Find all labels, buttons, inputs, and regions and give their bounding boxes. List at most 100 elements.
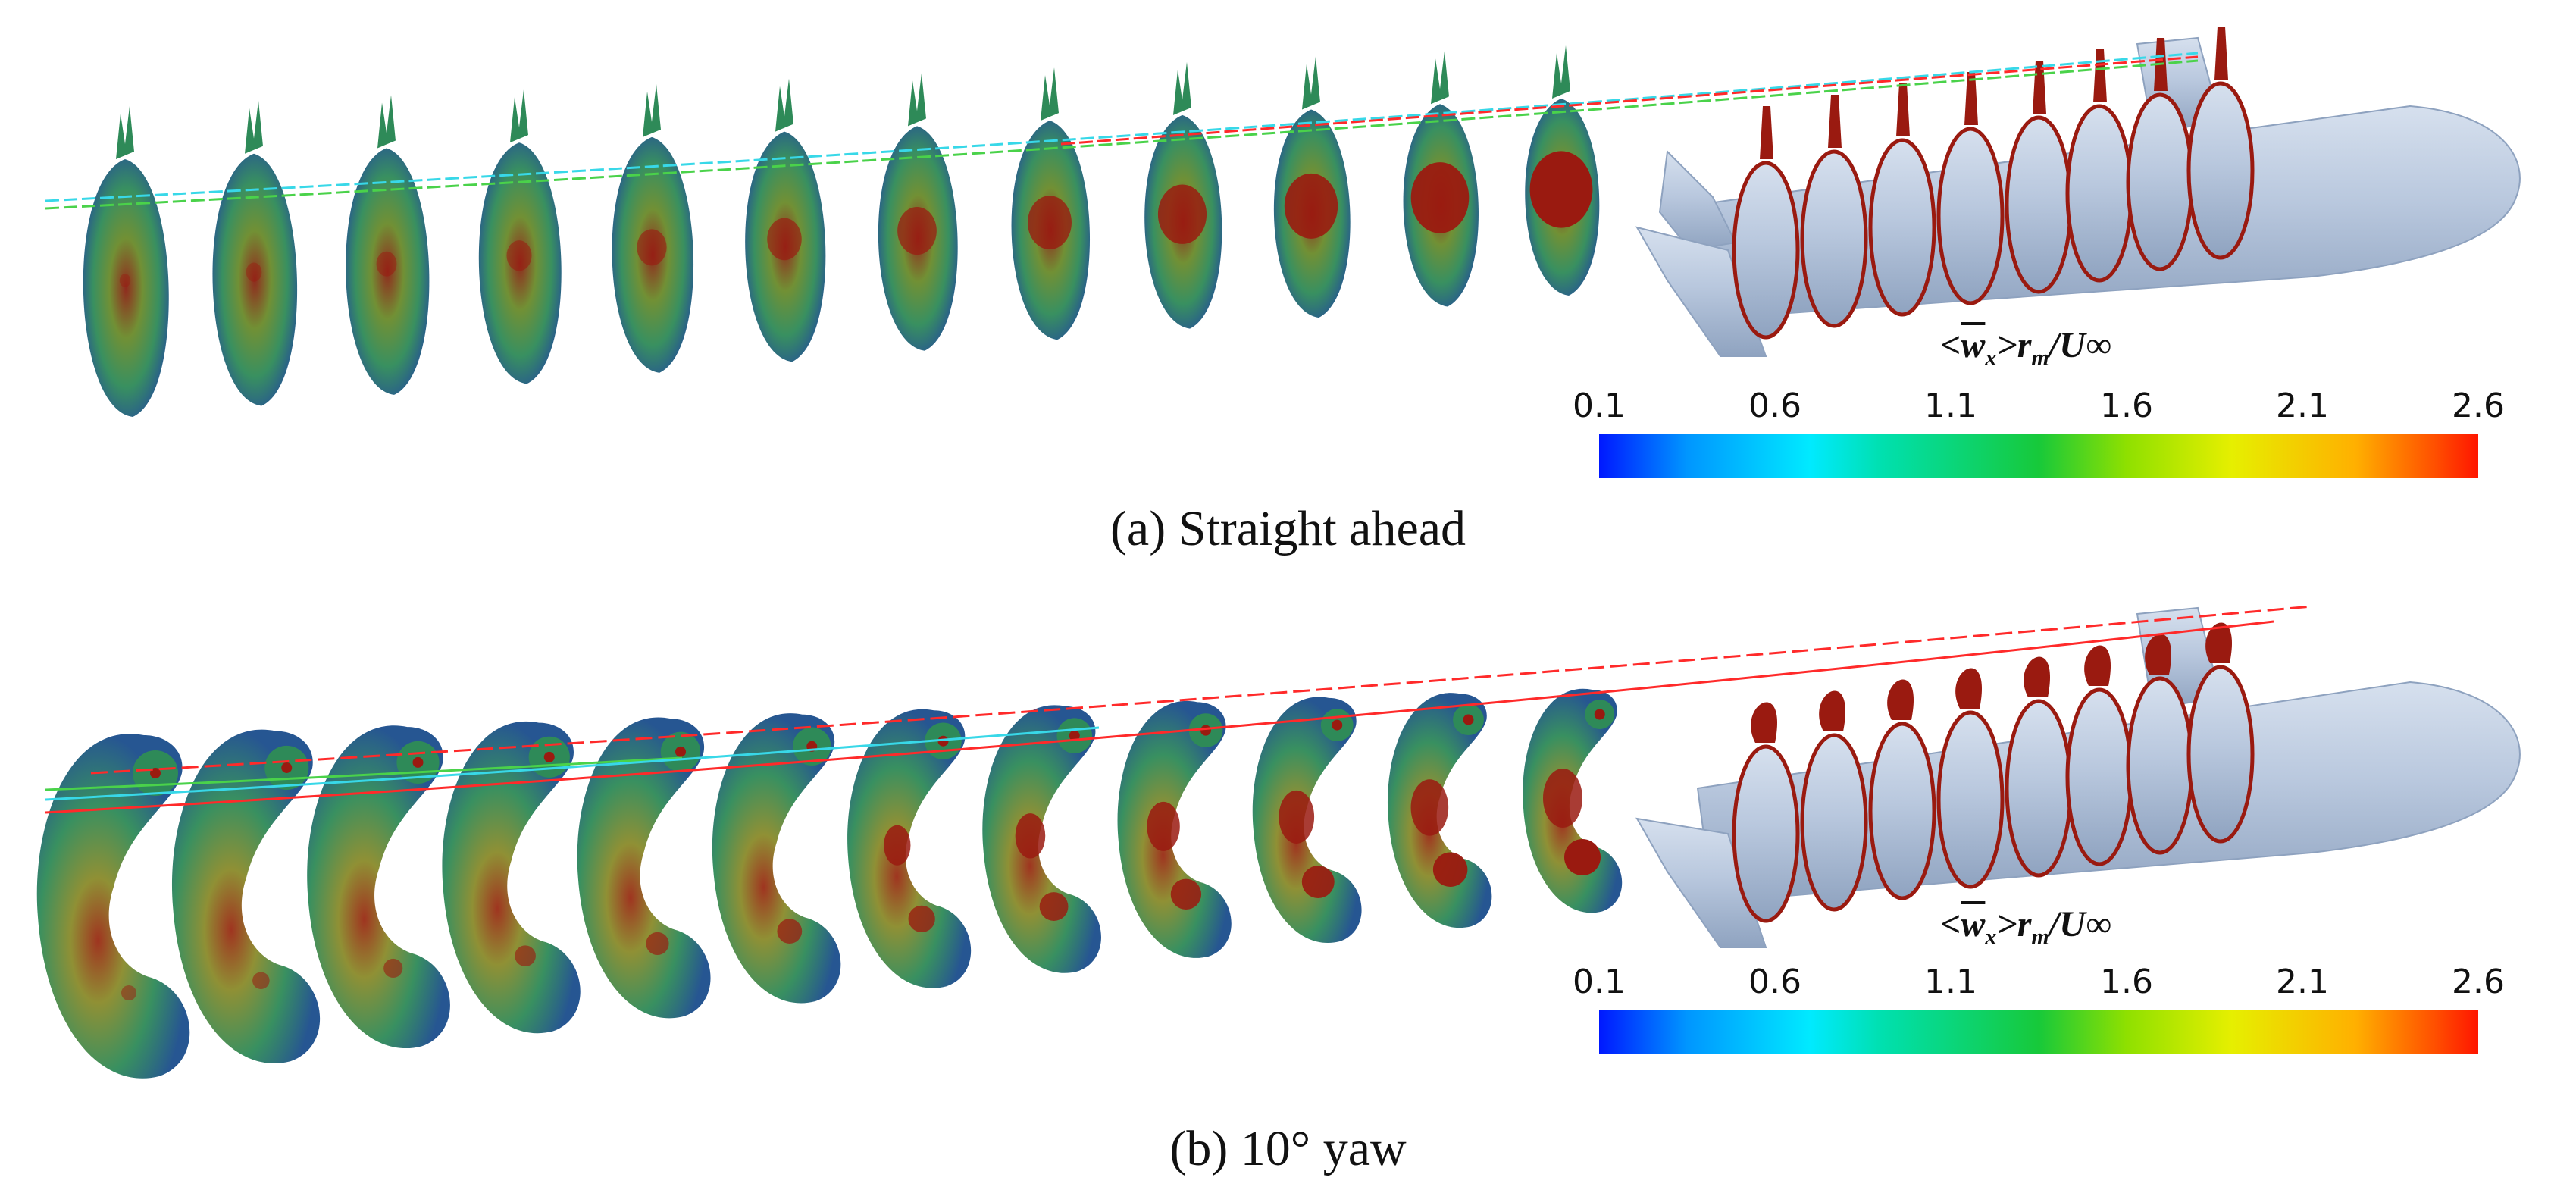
label-sub: x	[1985, 924, 1997, 950]
slice-fin	[1302, 56, 1320, 110]
slice-body	[83, 159, 169, 417]
slice-core	[767, 218, 802, 261]
label-suffix: >r	[1996, 325, 2032, 365]
wake-slice	[1403, 51, 1479, 307]
colorbar-label-a: <wx>rm/U∞	[1940, 324, 2111, 371]
hull-slice-fin	[1887, 679, 1914, 720]
hull-slice-ring	[2065, 104, 2133, 283]
hull-slice-ring	[1732, 744, 1800, 923]
vortex-core	[937, 735, 949, 747]
vortex-core	[1432, 852, 1468, 887]
colorbar-gradient	[1599, 434, 2478, 478]
label-prefix: <	[1940, 904, 1961, 944]
wake-slice	[1117, 700, 1232, 958]
vortex-tracks	[45, 52, 2199, 210]
slice-body	[171, 729, 321, 1063]
slice-body	[982, 705, 1101, 973]
vortex-tracks	[45, 605, 2312, 814]
wake-slice	[1144, 61, 1222, 329]
hull-slice-fin	[1955, 668, 1982, 709]
hull-slice-ring	[2005, 699, 2073, 878]
vortex-core	[1301, 866, 1335, 898]
label-tail: /U∞	[2049, 325, 2111, 365]
hull-slice-fin	[1964, 72, 1978, 125]
wake-slice	[1252, 697, 1362, 944]
hull-slice-ring	[1732, 161, 1800, 340]
vortex-core	[1069, 730, 1080, 741]
hull-slice-ring	[1800, 149, 1868, 328]
slice-core	[1543, 769, 1582, 828]
slice-core	[1028, 196, 1072, 250]
wake-slice	[346, 95, 430, 395]
label-suffix: >r	[1996, 904, 2032, 944]
slice-body	[1117, 700, 1232, 958]
colorbar-b: 0.1 0.6 1.1 1.6 2.1 2.6	[1573, 963, 2505, 1061]
colorbar-gradient	[1599, 1010, 2478, 1054]
stern-fin	[1635, 226, 1767, 357]
vortex-core	[1463, 714, 1474, 725]
colorbar-tick: 1.1	[1924, 963, 1977, 1001]
wake-slice	[1525, 45, 1600, 296]
hull-slice-ring	[2186, 81, 2255, 260]
slice-core	[506, 240, 532, 271]
wake-slice	[1387, 693, 1492, 928]
track-line	[45, 756, 683, 791]
hull-slice-fin	[1760, 106, 1773, 159]
colorbar-tick: 1.6	[2100, 963, 2153, 1001]
slice-fin	[116, 106, 134, 159]
wake-slice	[577, 717, 711, 1019]
label-sub2: m	[2031, 924, 2049, 950]
slice-fin	[1041, 67, 1059, 121]
slice-body	[712, 713, 841, 1004]
slice-body	[577, 717, 711, 1019]
vortex-core	[252, 972, 270, 989]
slice-fin	[1431, 51, 1449, 105]
colorbar-tick: 2.1	[2276, 963, 2329, 1001]
hull-slice-fin	[1751, 702, 1777, 743]
slice-core	[1147, 801, 1180, 851]
slice-core	[884, 825, 911, 866]
colorbar-tick: 2.6	[2452, 387, 2505, 425]
vortex-core	[543, 751, 555, 762]
wake-slice	[745, 78, 826, 362]
track-line	[1060, 55, 2199, 146]
wake-slices-group	[36, 688, 1623, 1079]
colorbar-tick: 0.6	[1748, 387, 1801, 425]
vortex-core	[777, 919, 803, 944]
vortex-core	[646, 932, 669, 955]
slice-fin	[1552, 45, 1570, 99]
wake-slice	[83, 106, 169, 417]
submarine-hull	[1635, 27, 2521, 357]
slice-core	[637, 229, 667, 266]
slice-fin	[908, 73, 926, 127]
track-line	[45, 52, 2199, 202]
track-line	[45, 726, 1100, 801]
vortex-core	[121, 985, 136, 1000]
vortex-core	[1594, 709, 1605, 720]
wake-slice	[1273, 56, 1351, 318]
slice-body	[847, 709, 972, 988]
label-prefix: <	[1940, 325, 1961, 365]
slice-core	[1410, 162, 1470, 233]
hull-slice-ring	[1936, 710, 2005, 889]
vortex-core	[412, 756, 424, 768]
submarine-hull	[1635, 606, 2521, 948]
hull-slice-ring	[1868, 138, 1936, 317]
wake-slice	[878, 73, 958, 351]
colorbar-tick: 0.1	[1573, 963, 1626, 1001]
hull-slice-ring	[2126, 92, 2194, 271]
hull-slice-ring	[2126, 676, 2194, 855]
slice-body	[36, 734, 190, 1079]
hull-slice-fin	[2205, 622, 2232, 663]
track-line	[45, 59, 2199, 210]
vortex-core	[1200, 725, 1211, 736]
vortex-core	[1039, 892, 1069, 921]
slice-core	[1279, 790, 1315, 844]
slice-core	[1157, 184, 1207, 244]
label-tail: /U∞	[2049, 904, 2111, 944]
colorbar-tick: 2.1	[2276, 387, 2329, 425]
hull-slice-ring	[2186, 665, 2255, 844]
hull-slice-fin	[2084, 645, 2111, 686]
hull-slice-ring	[2005, 115, 2073, 294]
